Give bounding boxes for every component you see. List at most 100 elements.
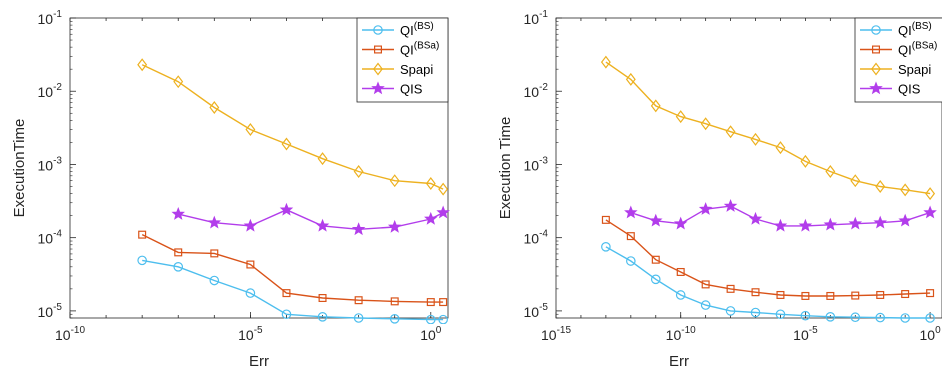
legend-marker (871, 25, 881, 35)
data-point (281, 137, 292, 151)
legend: QI(BS) QI(BSa) Spapi QIS (854, 17, 942, 103)
series-group (137, 58, 450, 324)
data-point (438, 182, 449, 196)
data-point (900, 313, 910, 323)
data-point (354, 296, 363, 305)
data-point (926, 289, 935, 298)
data-point (800, 154, 811, 168)
data-point (424, 211, 438, 225)
data-point (279, 202, 294, 216)
data-point (848, 216, 863, 230)
data-point (801, 291, 810, 300)
data-point (137, 255, 147, 266)
data-point (425, 176, 436, 190)
legend-label: QIS (400, 82, 423, 97)
data-point (243, 218, 258, 232)
y-tick-label: 10-5 (524, 302, 549, 320)
y-axis-label: Execution Time (497, 117, 514, 220)
legend-marker (371, 81, 385, 95)
legend-marker (374, 45, 383, 54)
data-point (351, 222, 366, 236)
data-point (207, 215, 222, 229)
legend-marker (869, 81, 883, 95)
data-point (773, 218, 788, 232)
data-point (750, 132, 761, 146)
data-point (438, 314, 448, 324)
data-point (171, 206, 185, 220)
data-point (751, 288, 760, 297)
x-axis-label: Err (669, 353, 689, 370)
data-point (173, 262, 184, 272)
data-point (725, 125, 736, 139)
data-point (875, 312, 886, 323)
data-point (875, 180, 886, 193)
data-point (826, 291, 835, 300)
y-tick-label: 10-1 (38, 9, 63, 27)
legend: QI(BS) QI(BSa) Spapi QIS (356, 17, 449, 103)
x-tick-label: 100 (920, 325, 942, 343)
legend-marker (871, 45, 880, 54)
data-point (698, 202, 713, 215)
data-point (389, 174, 400, 188)
data-point (775, 309, 786, 320)
data-point (601, 242, 611, 252)
data-point (317, 152, 328, 166)
series-line-qibsa (605, 219, 931, 297)
data-point (387, 219, 402, 233)
data-point (748, 211, 763, 225)
x-axis-label: Err (249, 353, 269, 370)
data-point (700, 117, 711, 131)
data-point (209, 275, 220, 286)
y-tick-label: 10-1 (524, 9, 549, 27)
data-point (138, 230, 147, 239)
data-point (246, 260, 255, 269)
y-tick-label: 10-3 (524, 155, 549, 173)
data-point (900, 183, 911, 197)
data-point (675, 290, 686, 300)
data-point (851, 291, 860, 300)
legend-marker (871, 62, 881, 76)
series-line-qibs (142, 259, 444, 321)
data-point (850, 312, 861, 323)
legend-label: QI(BS) (400, 21, 434, 38)
legend-marker (373, 25, 383, 35)
data-point (353, 313, 364, 323)
data-point (723, 198, 738, 212)
x-tick-label: 10-15 (541, 325, 571, 343)
data-point (426, 298, 435, 307)
data-point (651, 255, 660, 264)
series-group (600, 55, 937, 323)
x-tick-label: 100 (420, 325, 442, 343)
data-point (823, 217, 838, 231)
data-point (925, 187, 936, 201)
series-line-spapi (141, 64, 444, 190)
data-point (439, 298, 448, 307)
y-axis-label: ExecutionTime (11, 119, 28, 218)
legend-label: QI(BSa) (898, 41, 937, 58)
y-tick-label: 10-3 (38, 155, 63, 173)
y-tick-label: 10-5 (38, 302, 63, 320)
data-point (825, 312, 836, 322)
data-point (625, 72, 636, 86)
chart-panel-2: 10-15 10-10 10-5 100 10-5 10-4 10-3 10-2 10-1 Err… (497, 9, 942, 370)
data-point (137, 58, 148, 72)
data-point (750, 307, 761, 318)
data-point (800, 310, 811, 321)
data-point (282, 289, 291, 298)
legend-marker (373, 62, 383, 76)
data-point (898, 213, 912, 227)
legend-label: Spapi (898, 62, 931, 77)
legend-label: QIS (898, 82, 921, 97)
y-tick-label: 10-4 (38, 229, 63, 247)
legend-label: Spapi (400, 62, 433, 77)
data-point (650, 99, 661, 113)
data-point (317, 312, 328, 322)
data-point (245, 288, 256, 298)
data-point (624, 205, 638, 219)
x-tick-label: 10-5 (238, 325, 263, 343)
data-point (315, 218, 330, 232)
data-point (925, 313, 935, 323)
data-point (776, 290, 785, 299)
data-point (673, 216, 688, 230)
